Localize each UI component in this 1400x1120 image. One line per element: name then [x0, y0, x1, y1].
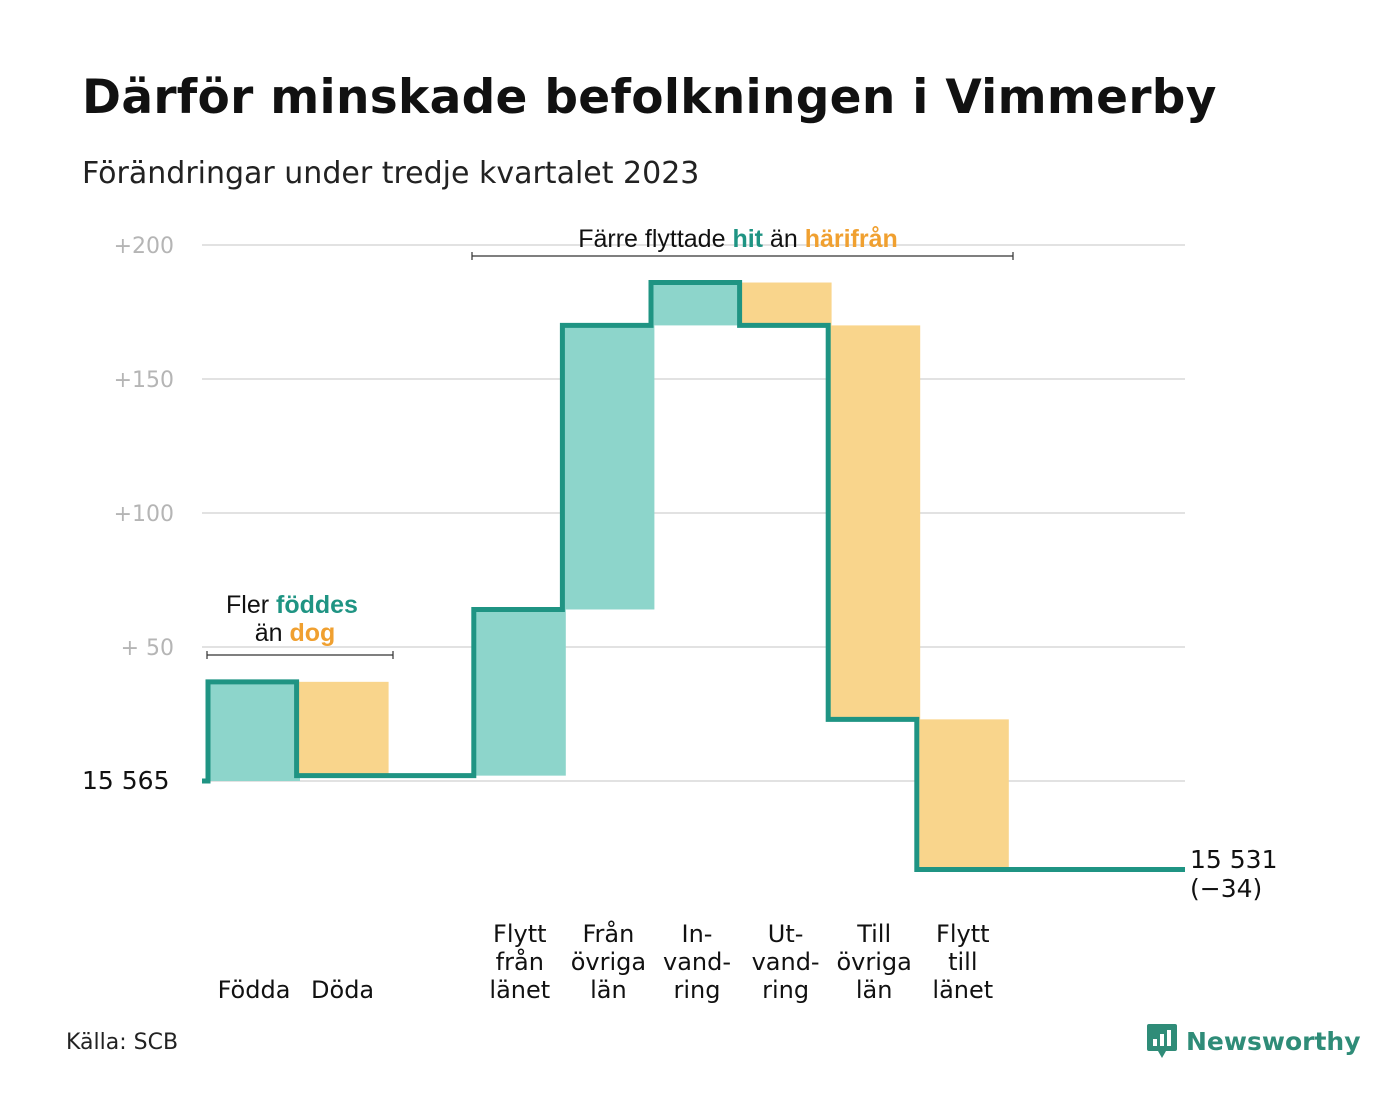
bar — [562, 325, 655, 610]
bar — [473, 609, 566, 776]
y-tick-label: + 50 — [121, 636, 174, 661]
deaths-annotation-highlight: dog — [289, 619, 335, 647]
migration-annotation-harifran: härifrån — [805, 225, 898, 253]
category-labels: Födda DödaFlyttfrånlänetFrånövrigalänIn-v… — [218, 919, 994, 1004]
cumulative-step-line — [202, 280, 1185, 872]
newsworthy-logo-text: Newsworthy — [1186, 1026, 1361, 1056]
births-annotation-highlight: föddes — [276, 591, 358, 619]
category-label: Flytt — [936, 920, 990, 948]
births-annotation-prefix: Fler — [226, 591, 276, 619]
category-label: Flytt — [493, 920, 547, 948]
newsworthy-logo-icon — [1147, 1024, 1177, 1058]
category-label: vand- — [663, 948, 731, 976]
category-label: vand- — [752, 948, 820, 976]
bar — [828, 325, 921, 720]
category-label: länet — [489, 976, 550, 1004]
end-change-label: (−34) — [1190, 874, 1262, 903]
bar — [739, 282, 832, 326]
births-annotation: Fler föddes än dog — [206, 591, 394, 659]
category-label: övriga — [837, 948, 912, 976]
newsworthy-logo: Newsworthy — [1146, 1022, 1361, 1060]
category-label: ring — [674, 976, 721, 1004]
svg-text:Färre flyttade hit än härifrån: Färre flyttade hit än härifrån — [578, 225, 898, 253]
category-label: ring — [762, 976, 809, 1004]
chart-subtitle: Förändringar under tredje kvartalet 2023 — [82, 156, 700, 191]
category-label: Ut- — [768, 920, 804, 948]
category-label: län — [590, 976, 627, 1004]
migration-annotation-bracket — [471, 252, 1014, 260]
category-label: från — [496, 947, 544, 976]
end-value-label: 15 531 — [1190, 845, 1277, 874]
bar — [296, 681, 389, 776]
migration-annotation-middle: än — [763, 225, 805, 253]
source-label: Källa: SCB — [66, 1030, 179, 1055]
y-tick-label: +150 — [114, 368, 174, 393]
category-label: In- — [682, 920, 713, 948]
svg-text:än dog: än dog — [255, 619, 336, 647]
bars — [208, 282, 1009, 870]
category-label: till — [948, 948, 977, 976]
migration-annotation-hit: hit — [732, 225, 763, 253]
grid-lines — [202, 244, 1185, 782]
migration-annotation-prefix: Färre flyttade — [578, 225, 732, 253]
migration-annotation: Färre flyttade hit än härifrån — [471, 225, 1014, 260]
chart-title: Därför minskade befolkningen i Vimmerby — [82, 70, 1217, 125]
y-tick-label: +200 — [114, 234, 174, 259]
category-label: Från — [582, 919, 634, 948]
svg-text:Fler föddes: Fler föddes — [226, 591, 358, 619]
births-annotation-bracket — [206, 651, 394, 659]
deaths-annotation-prefix: än — [255, 619, 290, 647]
category-label: Döda — [311, 976, 374, 1004]
start-value-label: 15 565 — [82, 766, 169, 795]
y-tick-label: +100 — [114, 502, 174, 527]
bar — [916, 719, 1009, 870]
category-label: Födda — [218, 976, 291, 1004]
category-label: län — [856, 976, 893, 1004]
cumulative-line — [202, 280, 1185, 872]
category-label: länet — [932, 976, 993, 1004]
y-axis-tick-labels: +200 +150 +100 + 50 — [114, 234, 174, 661]
bar — [208, 681, 300, 781]
bar — [651, 282, 743, 326]
category-label: övriga — [571, 948, 646, 976]
category-label: Till — [856, 920, 891, 948]
